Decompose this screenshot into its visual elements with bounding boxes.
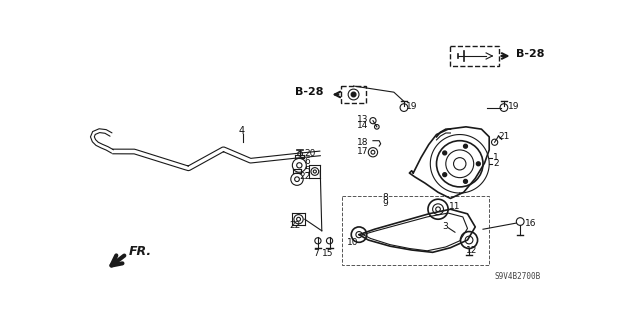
Text: 22: 22 <box>300 172 311 181</box>
Circle shape <box>476 162 480 166</box>
Text: 21: 21 <box>499 132 510 141</box>
Text: 22: 22 <box>289 221 301 230</box>
Text: 11: 11 <box>449 202 460 211</box>
Text: 13: 13 <box>358 115 369 124</box>
Text: 17: 17 <box>358 147 369 156</box>
Text: 5: 5 <box>304 166 310 175</box>
Text: B-28: B-28 <box>516 49 544 59</box>
Text: 16: 16 <box>525 219 536 227</box>
Text: B-28: B-28 <box>294 87 323 97</box>
Text: 7: 7 <box>313 249 319 258</box>
Text: FR.: FR. <box>129 245 152 258</box>
Text: 10: 10 <box>348 238 359 247</box>
Text: 3: 3 <box>442 222 447 231</box>
Text: 4: 4 <box>239 126 245 137</box>
Text: 9: 9 <box>382 199 388 208</box>
Circle shape <box>351 92 356 97</box>
Text: 2: 2 <box>493 159 499 168</box>
Circle shape <box>463 180 467 183</box>
Text: 18: 18 <box>358 138 369 147</box>
Circle shape <box>443 173 447 177</box>
Text: 19: 19 <box>406 101 417 111</box>
Text: 12: 12 <box>466 246 477 255</box>
Bar <box>451 46 499 66</box>
Text: 20: 20 <box>304 149 316 158</box>
Bar <box>341 86 366 103</box>
Text: 6: 6 <box>304 157 310 166</box>
Bar <box>342 196 489 265</box>
Text: 15: 15 <box>321 249 333 258</box>
Text: 1: 1 <box>493 153 499 162</box>
Text: 19: 19 <box>508 101 519 111</box>
Circle shape <box>463 144 467 148</box>
Text: 14: 14 <box>358 121 369 130</box>
Text: 8: 8 <box>382 193 388 202</box>
Circle shape <box>443 151 447 155</box>
Text: S9V4B2700B: S9V4B2700B <box>495 272 541 281</box>
